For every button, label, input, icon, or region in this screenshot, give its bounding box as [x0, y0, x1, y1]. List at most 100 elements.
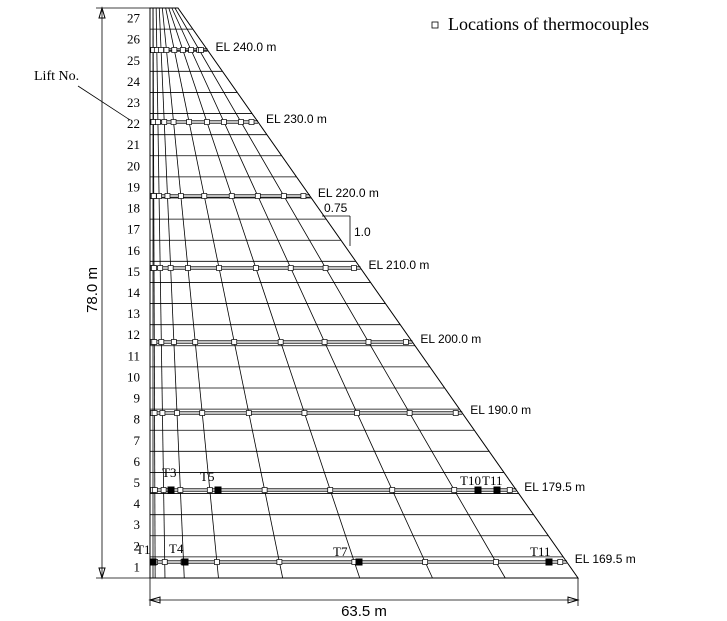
- lift-number: 4: [134, 496, 141, 511]
- thermocouple: [149, 558, 157, 566]
- sensor: [214, 559, 220, 565]
- thermocouple-label: T4: [169, 541, 184, 556]
- lift-number: 11: [127, 348, 140, 363]
- sensor: [406, 410, 413, 416]
- mesh-line: [161, 7, 219, 579]
- sensor: [493, 559, 499, 565]
- sensor: [365, 339, 372, 345]
- sensor: [174, 410, 180, 416]
- lift-number: 12: [127, 327, 140, 342]
- sensor: [300, 193, 307, 199]
- sensor: [188, 47, 194, 53]
- sensor: [158, 47, 164, 53]
- lift-number: 15: [127, 264, 140, 279]
- mesh-line: [165, 7, 284, 579]
- lift-label-leader: [77, 85, 131, 121]
- lift-number: 25: [127, 53, 140, 68]
- sensor: [221, 119, 227, 125]
- sensor: [389, 487, 396, 493]
- sensor: [254, 193, 261, 199]
- sensor: [245, 410, 252, 416]
- sensor: [151, 410, 158, 416]
- lift-label: Lift No.: [34, 69, 79, 84]
- sensor: [206, 487, 213, 493]
- sensor: [248, 119, 255, 125]
- sensor: [321, 339, 328, 345]
- sensor: [170, 119, 177, 125]
- sensor: [199, 410, 206, 416]
- lift-number: 20: [127, 158, 140, 173]
- sensor: [192, 339, 199, 345]
- thermocouple: [181, 558, 189, 566]
- sensor: [155, 119, 161, 125]
- elevation-label: EL 200.0 m: [420, 332, 481, 346]
- sensor: [287, 265, 294, 271]
- arrows: [98, 6, 106, 580]
- lift-number: 2: [134, 538, 141, 553]
- sensor: [150, 193, 157, 199]
- thermocouple: [474, 486, 482, 494]
- lift-number: 13: [127, 306, 140, 321]
- sensor: [351, 265, 357, 271]
- sensor: [157, 265, 164, 271]
- thermocouple-label: T11: [530, 544, 550, 559]
- sensor: [253, 265, 259, 271]
- sensor: [238, 119, 244, 125]
- mesh-line: [152, 7, 156, 579]
- sensor: [261, 487, 268, 493]
- sensor: [159, 410, 166, 416]
- lift-number: 3: [134, 517, 141, 532]
- elevation-label: EL 220.0 m: [318, 186, 379, 200]
- height-label: 78.0 m: [84, 267, 101, 313]
- sensor: [151, 339, 158, 345]
- lift-number: 9: [134, 391, 141, 406]
- sensor: [151, 265, 157, 271]
- sensor: [451, 487, 458, 493]
- sensor: [452, 410, 459, 416]
- base-label: 63.5 m: [341, 603, 387, 620]
- elevation-label: EL 210.0 m: [368, 258, 429, 272]
- arrows: [148, 596, 580, 604]
- sensor: [322, 265, 329, 271]
- sensor: [156, 193, 162, 199]
- lift-number: 10: [127, 369, 140, 384]
- sensor: [277, 339, 284, 345]
- sensor: [198, 47, 204, 53]
- sensor: [204, 119, 210, 125]
- sensor: [164, 193, 171, 199]
- lift-number: 19: [127, 179, 140, 194]
- lift-number: 5: [134, 475, 141, 490]
- thermocouple-label: T10: [460, 473, 481, 488]
- lift-number: 21: [127, 137, 140, 152]
- elevation-label: EL 190.0 m: [470, 403, 531, 417]
- sensor: [167, 265, 174, 271]
- sensor: [216, 265, 222, 271]
- lift-number: 1: [134, 559, 141, 574]
- thermocouple-label: T3: [162, 465, 176, 480]
- lift-number: 26: [127, 32, 141, 47]
- sensor: [281, 193, 287, 199]
- sensor: [163, 47, 170, 53]
- elevation-label: EL 179.5 m: [524, 480, 585, 494]
- thermocouple: [355, 558, 363, 566]
- lift-number: 7: [134, 433, 141, 448]
- lift-number: 22: [127, 116, 140, 131]
- lift-number: 17: [127, 222, 141, 237]
- sensor: [171, 47, 178, 53]
- lift-number: 6: [134, 454, 141, 469]
- mesh-line: [174, 7, 506, 579]
- thermocouple: [167, 486, 175, 494]
- sensor: [186, 119, 192, 125]
- sensor: [151, 487, 158, 493]
- sensor: [158, 339, 165, 345]
- sensor: [231, 339, 238, 345]
- sensor: [177, 487, 184, 493]
- legend-marker: [431, 21, 439, 29]
- slope-vertical: 1.0: [354, 225, 371, 239]
- sensor: [171, 339, 177, 345]
- lift-number: 23: [127, 95, 140, 110]
- thermocouple: [545, 558, 553, 566]
- mesh-line: [155, 7, 166, 579]
- mesh-line: [158, 7, 185, 579]
